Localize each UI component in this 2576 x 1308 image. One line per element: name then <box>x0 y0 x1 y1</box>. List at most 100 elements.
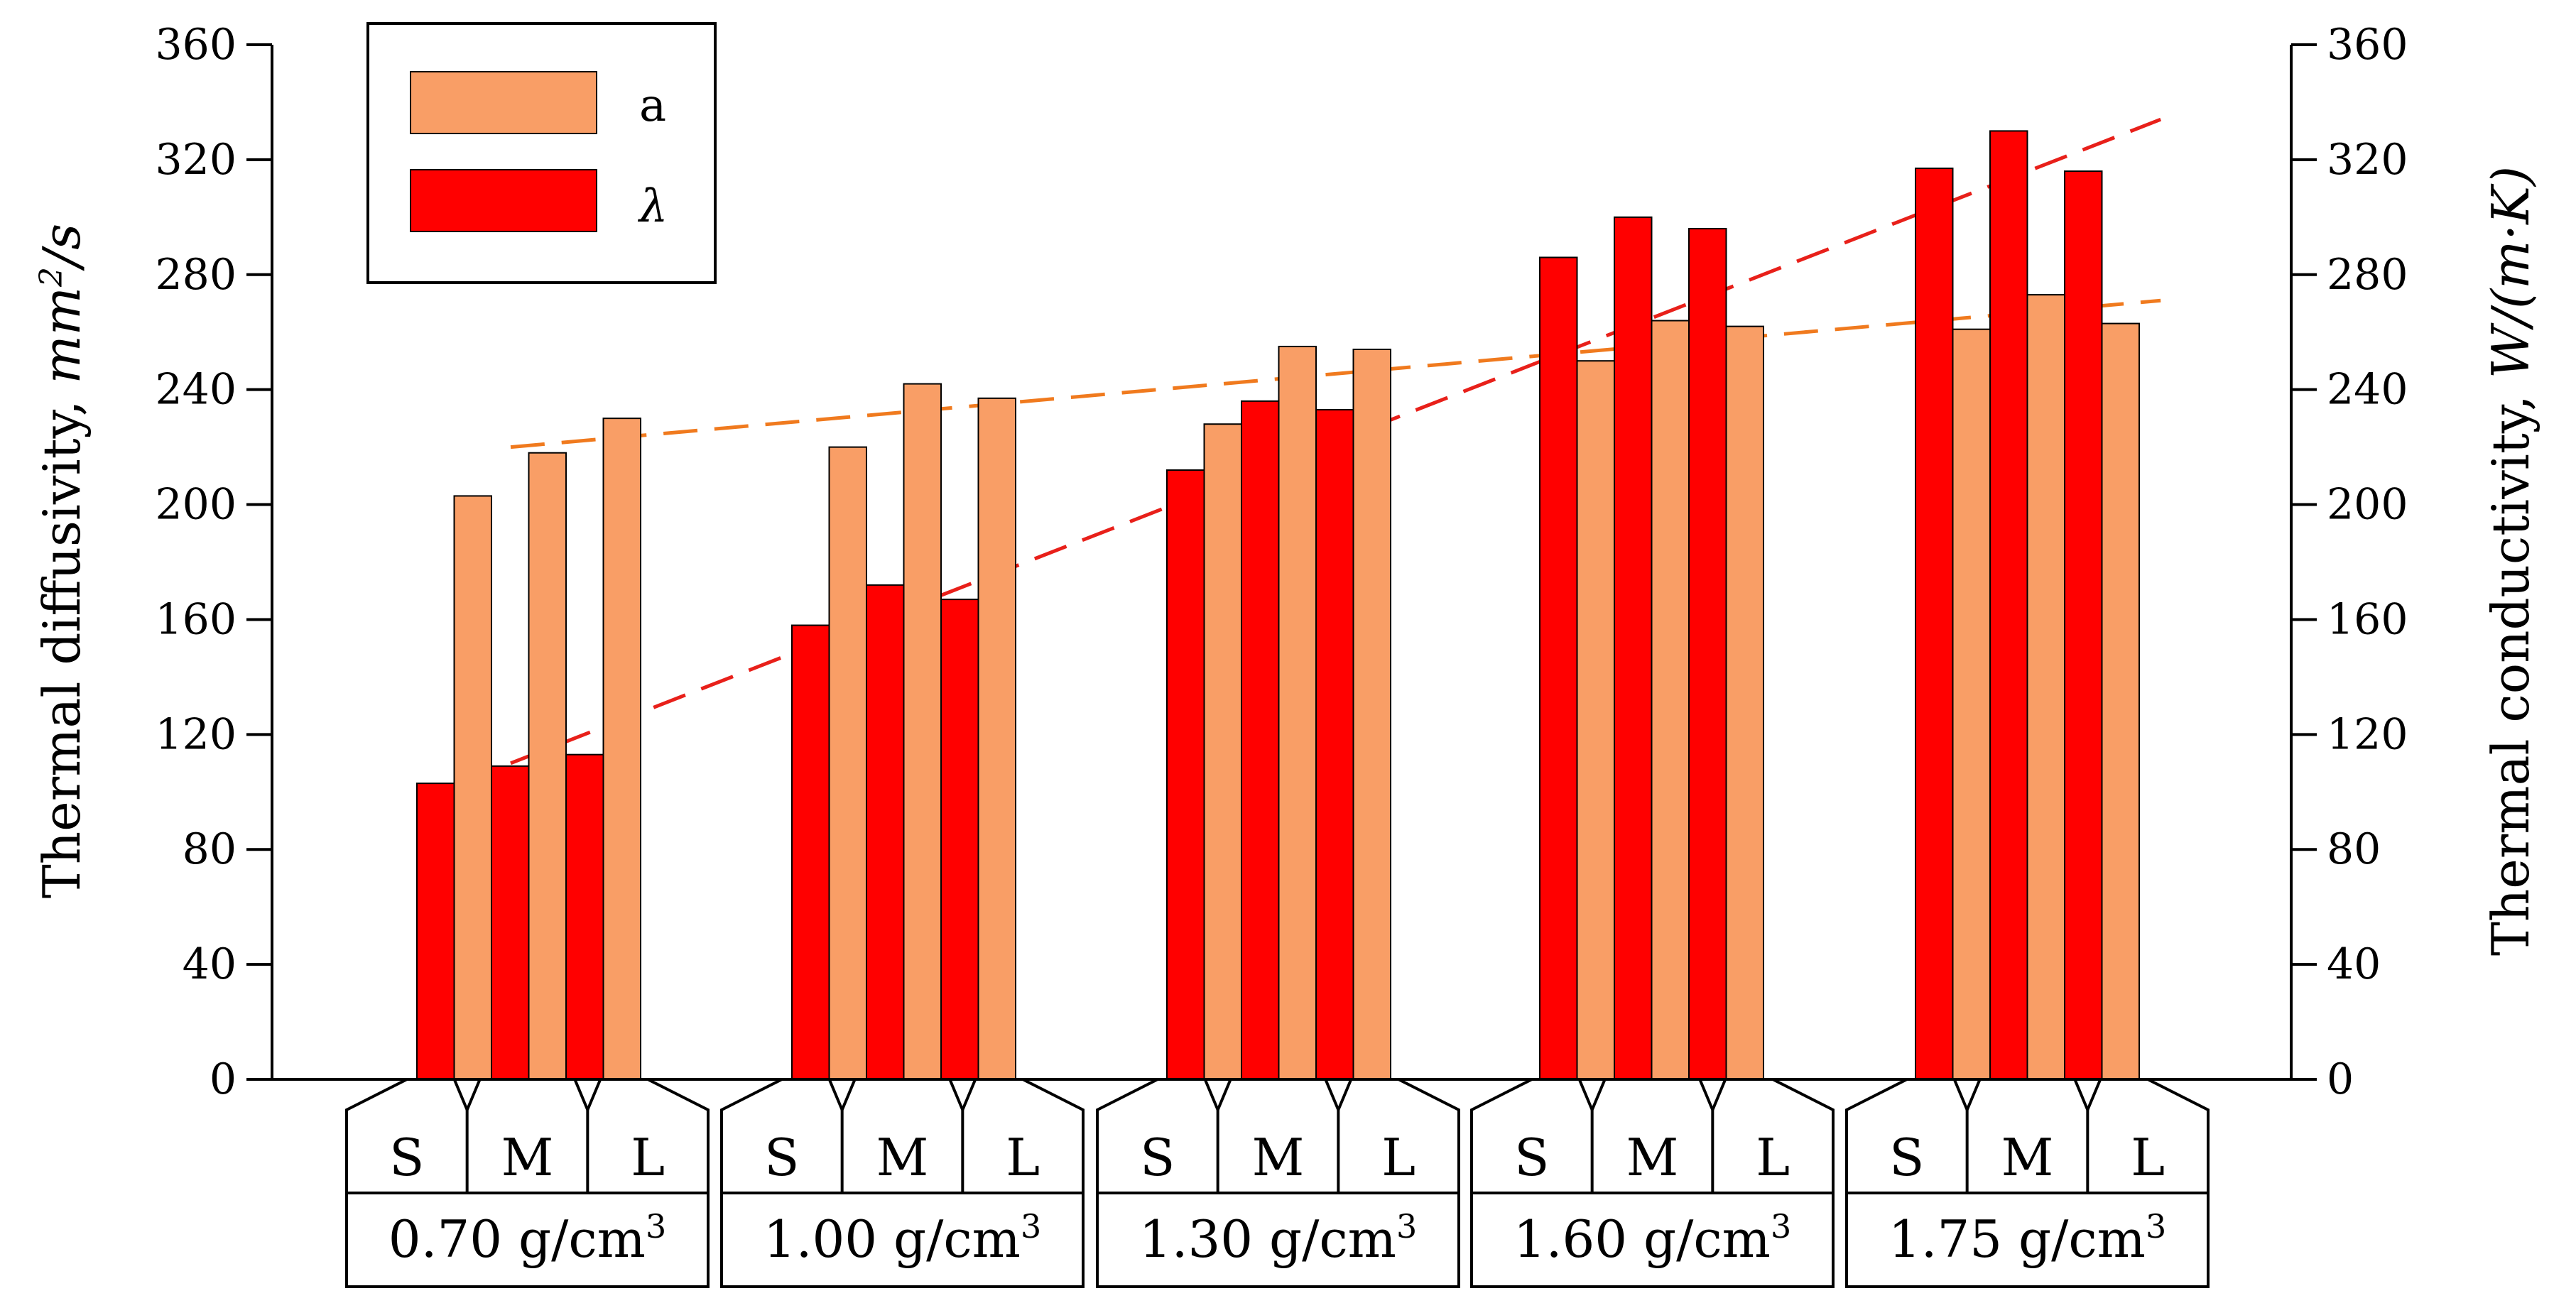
bar-a <box>1952 328 1991 1080</box>
density-exponent: 3 <box>1396 1207 1417 1246</box>
bar-lambda <box>1688 228 1727 1080</box>
size-label: L <box>2131 1128 2165 1187</box>
density-box <box>345 1192 710 1288</box>
size-label: S <box>764 1128 799 1187</box>
density-label: 0.70 g/cm3 <box>388 1207 666 1269</box>
bar-lambda <box>565 753 604 1081</box>
bar-lambda <box>1614 216 1653 1080</box>
y-tick-label-right: 0 <box>2327 1054 2354 1104</box>
y-axis-right-title: Thermal conductivity, W/(m·K) <box>2481 166 2540 956</box>
size-row-box <box>1096 1078 1460 1194</box>
size-label: S <box>1514 1128 1549 1187</box>
y-tick-label-right: 200 <box>2327 480 2408 530</box>
bar-a <box>2101 322 2140 1080</box>
bar-a <box>1651 320 1690 1080</box>
y-tick-label-right: 80 <box>2327 824 2381 874</box>
size-label: L <box>631 1128 665 1187</box>
density-box <box>1470 1192 1835 1288</box>
density-box <box>1845 1192 2210 1288</box>
density-exponent: 3 <box>1771 1207 1791 1246</box>
legend-swatch-a <box>410 71 597 134</box>
y-tick-label-left: 160 <box>155 594 237 644</box>
size-label: L <box>1006 1128 1040 1187</box>
density-label: 1.75 g/cm3 <box>1888 1207 2166 1269</box>
size-label: M <box>1252 1128 1305 1187</box>
size-label: M <box>876 1128 929 1187</box>
size-label: S <box>1140 1128 1175 1187</box>
y-tick-label-right: 320 <box>2327 135 2408 185</box>
bar-lambda <box>1989 130 2028 1081</box>
bar-lambda <box>416 783 455 1080</box>
size-row-box <box>720 1078 1085 1194</box>
bar-a <box>1203 423 1242 1080</box>
size-label: L <box>1381 1128 1415 1187</box>
trend-line-a <box>510 298 2161 449</box>
size-label: L <box>1756 1128 1790 1187</box>
size-row-box <box>1845 1078 2210 1194</box>
density-box <box>720 1192 1085 1288</box>
y-tick-label-left: 200 <box>155 480 237 530</box>
bar-a <box>828 446 867 1080</box>
bar-a <box>453 495 492 1080</box>
bar-lambda <box>866 584 905 1080</box>
size-row-box <box>1470 1078 1835 1194</box>
y-tick-label-right: 40 <box>2327 939 2381 989</box>
bar-a <box>1352 349 1391 1080</box>
bar-lambda <box>1166 469 1205 1080</box>
y-tick-label-left: 280 <box>155 250 237 300</box>
density-label: 1.60 g/cm3 <box>1513 1207 1791 1269</box>
bar-a <box>977 397 1016 1080</box>
legend: a λ <box>366 22 717 284</box>
y-tick-label-left: 120 <box>155 709 237 759</box>
density-exponent: 3 <box>1021 1207 1041 1246</box>
density-value: 1.00 g/cm <box>763 1209 1021 1269</box>
y-tick-label-left: 320 <box>155 135 237 185</box>
size-row-box <box>345 1078 710 1194</box>
size-label: S <box>1889 1128 1924 1187</box>
bar-lambda <box>2064 170 2103 1081</box>
y-tick-label-right: 280 <box>2327 250 2408 300</box>
size-label: M <box>501 1128 554 1187</box>
bar-a <box>2026 294 2065 1081</box>
size-label: S <box>389 1128 424 1187</box>
density-value: 1.60 g/cm <box>1513 1209 1771 1269</box>
y-tick-label-right: 120 <box>2327 709 2408 759</box>
bar-a <box>602 418 641 1080</box>
bar-lambda <box>1315 408 1354 1080</box>
bar-a <box>1576 360 1615 1080</box>
legend-frame <box>366 22 717 284</box>
density-value: 0.70 g/cm <box>388 1209 646 1269</box>
legend-label-a: a <box>639 80 666 132</box>
density-exponent: 3 <box>2146 1207 2166 1246</box>
size-label: M <box>2001 1128 2054 1187</box>
y-tick-label-left: 0 <box>210 1054 237 1104</box>
y-axis-left-title: Thermal diffusivity, mm2/s <box>32 224 92 898</box>
bar-a <box>1725 325 1764 1080</box>
bar-a <box>1278 345 1317 1080</box>
y-tick-label-left: 40 <box>183 939 237 989</box>
bar-lambda <box>491 765 530 1080</box>
legend-label-lambda: λ <box>637 180 668 233</box>
bar-lambda <box>1915 168 1954 1081</box>
y-tick-label-left: 80 <box>183 824 237 874</box>
density-box <box>1096 1192 1460 1288</box>
y-tick-label-right: 160 <box>2327 594 2408 644</box>
bar-lambda <box>1241 400 1280 1080</box>
legend-swatch-lambda <box>410 169 597 232</box>
y-tick-label-right: 360 <box>2327 20 2408 70</box>
y-tick-label-right: 240 <box>2327 365 2408 415</box>
density-value: 1.30 g/cm <box>1139 1209 1396 1269</box>
density-exponent: 3 <box>646 1207 666 1246</box>
bar-lambda <box>940 599 979 1080</box>
density-label: 1.30 g/cm3 <box>1139 1207 1417 1269</box>
bar-lambda <box>791 624 830 1080</box>
density-label: 1.00 g/cm3 <box>763 1207 1041 1269</box>
bar-lambda <box>1539 256 1578 1081</box>
bar-a <box>528 452 567 1080</box>
y-tick-label-left: 240 <box>155 365 237 415</box>
y-tick-label-left: 360 <box>155 20 237 70</box>
density-value: 1.75 g/cm <box>1888 1209 2146 1269</box>
size-label: M <box>1626 1128 1679 1187</box>
bar-a <box>903 383 942 1080</box>
